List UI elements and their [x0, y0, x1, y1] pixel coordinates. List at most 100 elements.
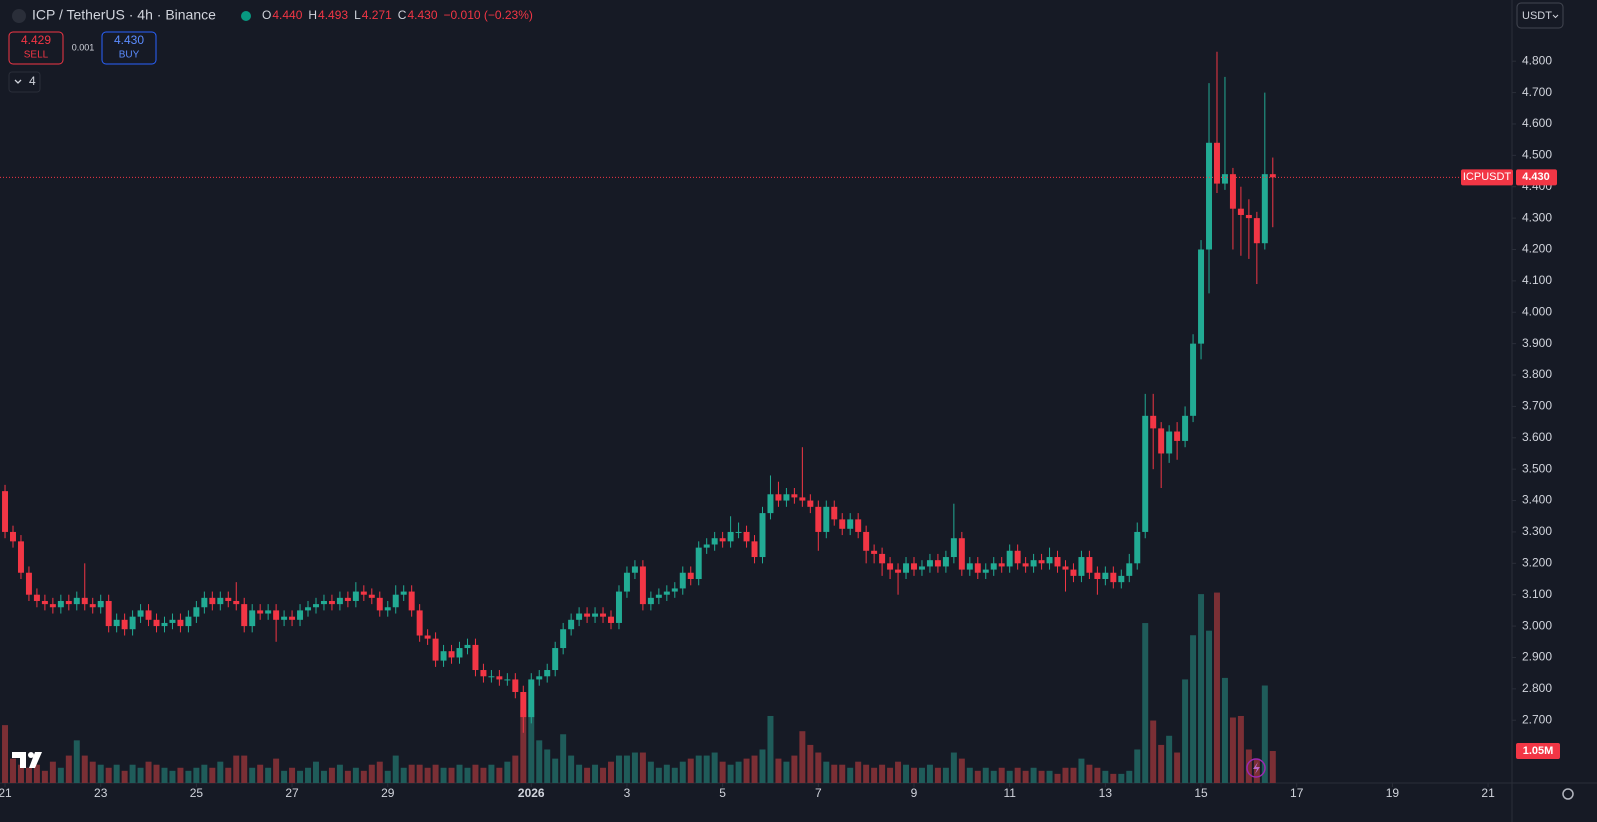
volume-bar: [942, 767, 949, 783]
buy-button[interactable]: [101, 31, 157, 65]
volume-bar: [145, 761, 152, 783]
candle-body: [1062, 566, 1069, 570]
candle-body: [871, 550, 878, 554]
volume-bar: [799, 731, 806, 783]
candle-body: [1142, 415, 1149, 532]
y-tick-label: 3.100: [1522, 587, 1552, 601]
y-tick-label: 4.300: [1522, 210, 1552, 224]
volume-bar: [751, 755, 758, 783]
candle-body: [887, 563, 894, 570]
spread: 0.001: [72, 42, 95, 52]
candle-body: [926, 560, 933, 567]
candle-body: [257, 610, 264, 614]
candle-body: [903, 563, 910, 573]
y-tick-label: 3.900: [1522, 336, 1552, 350]
volume-bar: [105, 767, 112, 783]
candle-body: [360, 591, 367, 595]
candle-body: [472, 644, 479, 671]
volume-bar: [416, 764, 423, 783]
candle-body: [241, 604, 248, 627]
candle-body: [344, 597, 351, 601]
candle-body: [631, 566, 638, 573]
candle-body: [1078, 557, 1085, 576]
volume-bar: [911, 767, 917, 783]
plot-area: [0, 51, 1512, 783]
candle-body: [512, 679, 519, 692]
volume-bar: [831, 764, 838, 783]
volume-bar: [1190, 635, 1197, 783]
candle-body: [934, 560, 941, 567]
legend-text: 4.493: [318, 8, 348, 22]
lightning-button[interactable]: [1246, 758, 1266, 778]
volume-bar: [41, 770, 48, 783]
candle-body: [336, 597, 343, 605]
volume-bar: [863, 764, 870, 783]
candle-body: [990, 563, 997, 570]
volume-bar: [560, 734, 567, 783]
volume-bar: [360, 770, 367, 783]
x-tick-label: 29: [381, 786, 395, 800]
candle-body: [376, 597, 383, 611]
volume-bar: [320, 770, 327, 783]
x-tick-label: 17: [1290, 786, 1304, 800]
volume-bar: [1078, 758, 1085, 783]
volume-tag: [1516, 743, 1560, 760]
symbol-icon: [12, 9, 26, 23]
buy-price: 4.430: [114, 33, 144, 47]
volume-bar: [695, 755, 702, 783]
candle-body: [25, 572, 32, 595]
volume-bar: [177, 767, 184, 783]
volume-bar: [679, 761, 686, 783]
volume-bar: [791, 755, 798, 783]
volume-bar: [249, 767, 256, 783]
candle-body: [1229, 174, 1236, 209]
candle-body: [831, 506, 838, 520]
x-tick-label: 9: [911, 786, 918, 800]
candle-body: [1126, 563, 1133, 576]
legend-text: 4.430: [407, 8, 437, 22]
candle-body: [560, 629, 567, 649]
sell-button[interactable]: [8, 31, 64, 65]
volume-bar: [233, 755, 240, 783]
x-tick-label: 5: [719, 786, 726, 800]
candle-body: [448, 651, 455, 658]
candle-body: [847, 519, 854, 529]
y-tick-label: 4.700: [1522, 85, 1552, 99]
candle-body: [520, 691, 527, 718]
candle-body: [982, 569, 989, 573]
candle-body: [328, 600, 335, 605]
price-tag-label: 4.430: [1522, 171, 1550, 183]
volume-bar: [719, 761, 726, 783]
candle-body: [185, 616, 192, 627]
x-tick-label: 27: [285, 786, 299, 800]
indicators-toggle[interactable]: [8, 71, 41, 93]
candle-body: [958, 538, 965, 570]
volume-bar: [312, 761, 319, 783]
volume-bar: [297, 770, 304, 783]
volume-bar: [647, 761, 654, 783]
candle-body: [1221, 174, 1228, 184]
volume-bar: [89, 761, 96, 783]
candle-body: [1102, 572, 1109, 580]
x-tick-label: 11: [1003, 786, 1016, 800]
symbol-title[interactable]: ICP / TetherUS · 4h · Binance: [32, 7, 216, 23]
candle-body: [488, 676, 495, 678]
settings-button[interactable]: [1562, 788, 1574, 800]
volume-bar: [472, 764, 479, 783]
volume-bar: [926, 764, 933, 783]
volume-bar: [998, 767, 1005, 783]
volume-bar: [241, 755, 248, 783]
candle-body: [767, 494, 774, 514]
candle-body: [408, 591, 415, 611]
legend-text: C: [398, 8, 407, 22]
y-tick-label: 3.300: [1522, 524, 1552, 538]
currency-select[interactable]: [1516, 2, 1564, 29]
candle-body: [863, 531, 870, 551]
volume-bar: [25, 767, 32, 783]
candle-body: [153, 619, 160, 627]
volume-bar: [257, 764, 264, 783]
y-tick-label: 3.400: [1522, 493, 1552, 507]
x-tick-label: 2026: [518, 786, 545, 800]
candle-body: [839, 519, 846, 529]
